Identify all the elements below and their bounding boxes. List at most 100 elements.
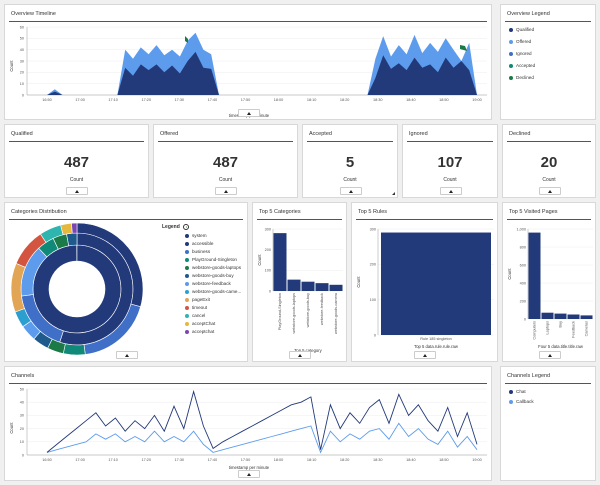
collapse-toggle-button[interactable] <box>539 351 561 359</box>
x-tick-label: 17:40 <box>208 458 218 462</box>
qualified-area <box>47 51 477 95</box>
sunburst-segment <box>60 222 73 236</box>
sunburst-segment <box>71 222 78 234</box>
collapse-toggle-button[interactable] <box>116 351 138 359</box>
legend-item[interactable]: Offered <box>509 39 531 44</box>
collapse-toggle-button[interactable] <box>340 187 362 195</box>
legend-title: Legend <box>162 224 180 230</box>
top-rules-title: Top 5 Rules <box>358 209 388 215</box>
legend-label: Offered <box>516 39 532 44</box>
stat-unit: Count <box>69 177 84 183</box>
top-categories-bar-chart: 300 200 100 0 PlayGround-Singleton webstore-g… <box>257 227 343 353</box>
y-axis-label: Count <box>507 268 512 280</box>
legend-item[interactable]: PlayGround-Singleton <box>185 257 237 262</box>
x-tick-label: Computers <box>533 321 537 340</box>
legend-swatch <box>185 313 189 318</box>
legend-label: pageExit <box>192 297 210 302</box>
legend-item[interactable]: webstore-goods-laptops <box>185 265 241 270</box>
y-tick-label: 0 <box>269 289 271 293</box>
legend-item[interactable]: cancel <box>185 313 205 318</box>
legend-item[interactable]: timeout <box>185 305 207 310</box>
legend-item[interactable]: Ignored <box>509 51 532 56</box>
legend-item[interactable]: Qualified <box>509 27 534 32</box>
legend-swatch <box>509 27 513 32</box>
legend-label: PlayGround-Singleton <box>192 257 237 262</box>
legend-swatch <box>509 399 513 404</box>
legend-swatch <box>185 281 189 286</box>
legend-item[interactable]: business <box>185 249 210 254</box>
x-tick-label: 17:50 <box>241 458 251 462</box>
legend-item[interactable]: Callback <box>509 399 534 404</box>
collapse-toggle-button[interactable] <box>238 109 260 117</box>
legend-swatch <box>185 289 189 294</box>
legend-swatch <box>185 233 189 238</box>
legend-item[interactable]: Accepted <box>509 63 535 68</box>
top-pages-title: Top 5 Visited Pages <box>509 209 558 215</box>
stat-title: Qualified <box>11 131 33 137</box>
legend-item[interactable]: Declined <box>509 75 534 80</box>
y-tick-label: 200 <box>265 248 271 252</box>
collapse-toggle-button[interactable] <box>414 351 436 359</box>
legend-swatch <box>185 257 189 262</box>
legend-swatch <box>185 273 189 278</box>
legend-label: webstore-goods-laptops <box>192 265 242 270</box>
y-tick-label: 0 <box>22 453 24 457</box>
stat-unit: Count <box>218 177 233 183</box>
collapse-toggle-button[interactable] <box>440 187 462 195</box>
categories-title: Categories Distribution <box>11 209 67 215</box>
collapse-toggle-button[interactable] <box>238 470 260 478</box>
overview-timeline-chart: 60 50 40 30 20 10 0 16:50 17:00 17:10 17:20 17:30 17… <box>9 25 487 118</box>
stat-title: Declined <box>509 131 531 137</box>
legend-label: Accepted <box>516 63 536 68</box>
title-divider <box>505 383 591 384</box>
title-divider <box>505 21 591 22</box>
x-tick-label: 16:50 <box>42 98 52 102</box>
collapse-toggle-button[interactable] <box>539 187 561 195</box>
legend-item[interactable]: webstore-goods-came... <box>185 289 241 294</box>
legend-item[interactable]: system <box>185 233 207 238</box>
x-tick-label: webstore-goods-buy <box>306 293 310 328</box>
stat-value: 5 <box>345 154 355 171</box>
stat-title: Offered <box>160 131 179 137</box>
x-tick-label: Laptops <box>546 321 550 335</box>
collapse-toggle-button[interactable] <box>215 187 237 195</box>
y-tick-label: 20 <box>20 427 24 431</box>
legend-item[interactable]: accessible <box>185 241 213 246</box>
callback-line <box>46 422 478 454</box>
x-axis-label: Four 5 data.title.title.raw <box>538 344 584 349</box>
x-tick-label: 18:10 <box>307 98 317 102</box>
legend-item[interactable]: acceptChat <box>185 321 215 326</box>
legend-label: timeout <box>192 305 208 310</box>
legend-item[interactable]: webstore-feedback <box>185 281 231 286</box>
x-axis-label: Top 5 category <box>294 348 322 353</box>
x-tick-label: 18:20 <box>340 98 350 102</box>
bar <box>528 232 541 319</box>
y-tick-label: 10 <box>20 440 24 444</box>
legend-label: business <box>192 249 211 254</box>
channels-title: Channels <box>11 373 35 379</box>
legend-item[interactable]: Chat <box>509 389 526 394</box>
resize-handle-icon[interactable] <box>392 192 395 195</box>
y-tick-label: 40 <box>20 48 24 52</box>
y-tick-label: 300 <box>265 227 271 231</box>
legend-item[interactable]: pageExit <box>185 297 210 302</box>
collapse-toggle-button[interactable] <box>66 187 88 195</box>
legend-item[interactable]: acceptchat <box>185 329 214 334</box>
y-tick-label: 0 <box>22 93 24 97</box>
legend-item[interactable]: webstore-goods-buy <box>185 273 234 278</box>
x-tick-label: Feedback <box>572 321 576 338</box>
overview-timeline-panel: Overview Timeline 60 50 40 30 20 10 0 16:50 17:0… <box>4 4 492 120</box>
collapse-toggle-button[interactable] <box>289 351 311 359</box>
top-rules-bar-chart: 300 200 100 0 Rule 185 singleton Top 5 data.r… <box>356 227 494 349</box>
x-tick-label: 19:00 <box>472 458 482 462</box>
bar <box>554 313 567 319</box>
y-tick-label: 1,000 <box>516 227 526 231</box>
channels-line-chart: 50 40 30 20 10 0 16:50 17:00 17:10 17:20 17:30 17:4… <box>9 387 487 470</box>
legend-swatch <box>185 249 189 254</box>
x-tick-label: 18:50 <box>439 98 449 102</box>
legend-label: cancel <box>192 313 206 318</box>
top-rules-panel: Top 5 Rules 300 200 100 0 Rule 185 singleton… <box>351 202 498 362</box>
x-axis-label: Top 5 data.rule.rule.raw <box>414 344 459 349</box>
stat-value: 487 <box>212 154 239 171</box>
legend-swatch <box>509 75 513 80</box>
